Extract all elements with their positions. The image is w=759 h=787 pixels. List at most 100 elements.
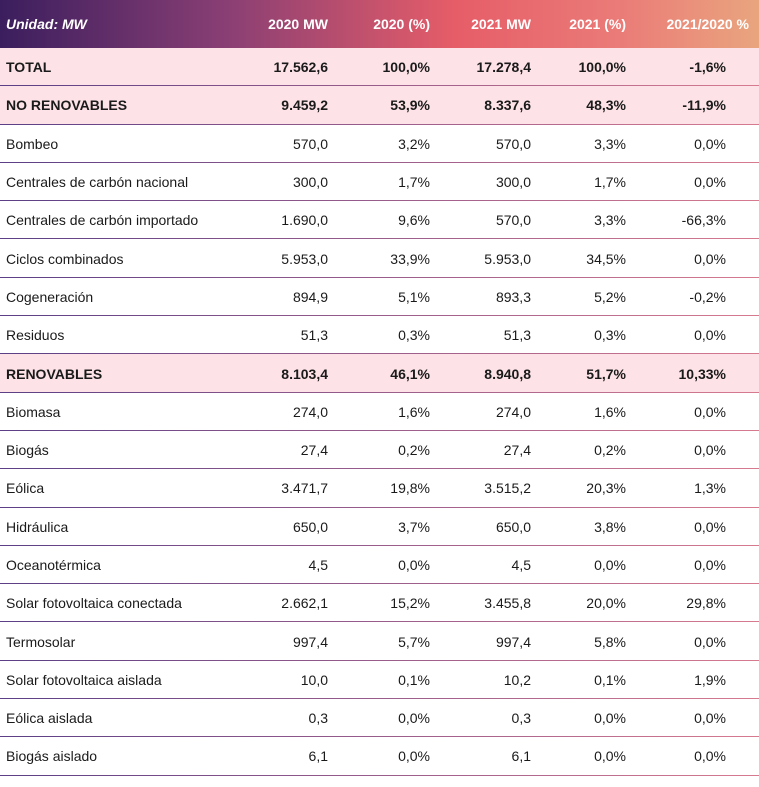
cell: 51,3 (503, 327, 531, 344)
cell: 27,4 (300, 442, 328, 459)
summary-row: TOTAL 17.562,6 100,0% 17.278,4 100,0% -1,6% (0, 48, 759, 87)
row-label: TOTAL (6, 59, 52, 76)
cell: 0,0% (594, 748, 626, 765)
row-label: Solar fotovoltaica aislada (6, 671, 162, 688)
summary-row: RENOVABLES 8.103,4 46,1% 8.940,8 51,7% 10,33% (0, 354, 759, 393)
row-label: Eólica (6, 480, 45, 497)
cell: 0,3% (398, 327, 430, 344)
data-row: Residuos 51,3 0,3% 51,3 0,3% 0,0% (0, 316, 759, 355)
row-label: Termosolar (6, 633, 76, 650)
data-row: Eólica 3.471,7 19,8% 3.515,2 20,3% 1,3% (0, 469, 759, 508)
cell: 997,4 (495, 633, 531, 650)
cell: 893,3 (495, 288, 531, 305)
cell: 0,0% (694, 518, 726, 535)
cell: 51,3 (300, 327, 328, 344)
cell: 650,0 (292, 518, 328, 535)
cell: 3,8% (594, 518, 626, 535)
row-label: Centrales de carbón importado (6, 212, 199, 229)
row-label: Biomasa (6, 403, 61, 420)
cell: 0,0% (694, 327, 726, 344)
cell: -0,2% (689, 288, 726, 305)
cell: 8.103,4 (281, 365, 328, 382)
cell: 100,0% (382, 59, 430, 76)
header-cell: Unidad: MW (6, 16, 87, 32)
cell: 274,0 (292, 403, 328, 420)
cell: 0,1% (398, 671, 430, 688)
cell: 1,3% (694, 480, 726, 497)
row-label: Biogás (6, 442, 49, 459)
cell: 6,1 (308, 748, 328, 765)
cell: 0,3% (594, 327, 626, 344)
cell: 0,1% (594, 671, 626, 688)
cell: 20,3% (586, 480, 626, 497)
cell: 0,0% (398, 748, 430, 765)
cell: 0,2% (594, 442, 626, 459)
cell: 0,0% (398, 557, 430, 573)
cell: 8.337,6 (484, 97, 531, 114)
cell: 6,1 (511, 748, 531, 765)
cell: 570,0 (495, 135, 531, 152)
cell: 29,8% (686, 595, 726, 612)
table-header: Unidad: MW 2020 MW 2020 (%) 2021 MW 2021 (%)… (0, 0, 759, 48)
data-row: Oceanotérmica 4,5 0,0% 4,5 0,0% 0,0% (0, 545, 759, 585)
row-label: NO RENOVABLES (6, 97, 128, 114)
data-row: Termosolar 997,4 5,7% 997,4 5,8% 0,0% (0, 622, 759, 661)
data-row: Centrales de carbón importado 1.690,0 9,6%… (0, 201, 759, 240)
row-label: Ciclos combinados (6, 250, 124, 267)
cell: 3.515,2 (484, 480, 531, 497)
data-row: Hidráulica 650,0 3,7% 650,0 3,8% 0,0% (0, 507, 759, 546)
data-row: Cogeneración 894,9 5,1% 893,3 5,2% -0,2% (0, 277, 759, 317)
cell: -11,9% (682, 97, 726, 114)
cell: 9.459,2 (281, 97, 328, 114)
cell: 4,5 (308, 557, 328, 573)
cell: 4,5 (511, 557, 531, 573)
row-label: Oceanotérmica (6, 557, 101, 573)
data-row: Centrales de carbón nacional 300,0 1,7% 300… (0, 162, 759, 202)
cell: 1,9% (694, 671, 726, 688)
cell: 100,0% (578, 59, 626, 76)
cell: 3,3% (594, 212, 626, 229)
table-body: TOTAL 17.562,6 100,0% 17.278,4 100,0% -1,6% NO… (0, 48, 759, 776)
cell: 1,6% (398, 403, 430, 420)
cell: 8.940,8 (484, 365, 531, 382)
row-label: Solar fotovoltaica conectada (6, 595, 182, 612)
cell: 570,0 (495, 212, 531, 229)
cell: 10,0 (300, 671, 328, 688)
row-label: Centrales de carbón nacional (6, 174, 189, 191)
header-cell: 2021 (%) (569, 16, 626, 32)
header-row: Unidad: MW 2020 MW 2020 (%) 2021 MW 2021 (%)… (0, 0, 759, 48)
cell: 0,0% (694, 250, 726, 267)
header-cell: 2021/2020 % (666, 16, 749, 32)
row-label: Biogás aislado (6, 748, 98, 765)
row-label: Bombeo (6, 135, 59, 152)
cell: 0,0% (694, 174, 726, 191)
cell: 3,3% (594, 135, 626, 152)
cell: 48,3% (586, 97, 626, 114)
row-label: Hidráulica (6, 518, 69, 535)
cell: 300,0 (495, 174, 531, 191)
cell: 17.562,6 (273, 59, 329, 76)
cell: 894,9 (292, 288, 328, 305)
header-cell: 2021 MW (471, 16, 531, 32)
cell: 997,4 (292, 633, 328, 650)
cell: 0,0% (694, 748, 726, 765)
cell: 0,0% (694, 710, 726, 727)
cell: 3,2% (398, 135, 430, 152)
row-label: Cogeneración (6, 288, 94, 305)
cell: -1,6% (689, 59, 726, 76)
cell: 0,0% (594, 710, 626, 727)
data-row: Ciclos combinados 5.953,0 33,9% 5.953,0 34,5… (0, 239, 759, 278)
data-row: Biogás 27,4 0,2% 27,4 0,2% 0,0% (0, 430, 759, 470)
summary-row: NO RENOVABLES 9.459,2 53,9% 8.337,6 48,3% -11… (0, 86, 759, 125)
cell: 3.471,7 (281, 480, 328, 497)
header-cell: 2020 (%) (373, 16, 430, 32)
cell: 2.662,1 (281, 595, 328, 612)
cell: 0,0% (694, 135, 726, 152)
cell: 5.953,0 (484, 250, 531, 267)
data-row: Biomasa 274,0 1,6% 274,0 1,6% 0,0% (0, 392, 759, 431)
cell: 1,6% (594, 403, 626, 420)
cell: 10,33% (678, 365, 726, 382)
cell: 1,7% (594, 174, 626, 191)
